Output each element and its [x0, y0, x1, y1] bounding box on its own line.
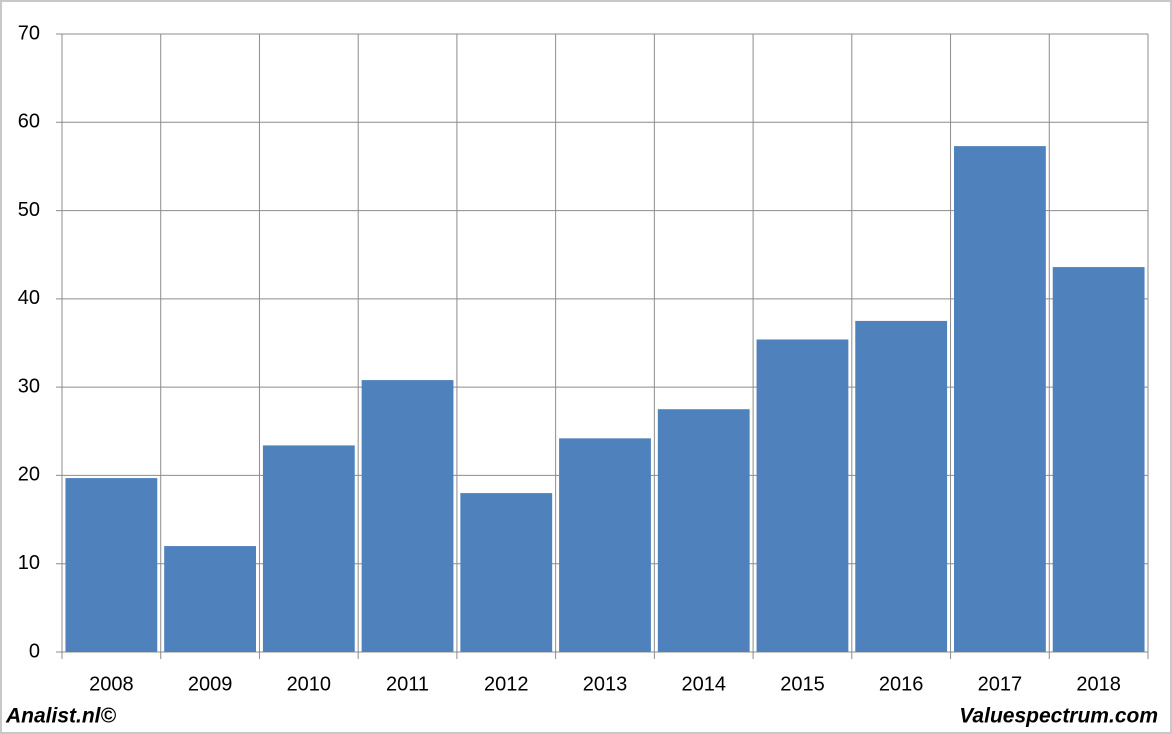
bar	[657, 409, 750, 652]
y-tick-label: 0	[29, 640, 40, 662]
y-tick-label: 20	[18, 464, 40, 486]
x-tick-label: 2018	[1076, 673, 1121, 695]
x-tick-label: 2016	[879, 673, 924, 695]
bar	[855, 320, 948, 652]
footer-right: Valuespectrum.com	[959, 705, 1158, 728]
bar	[1052, 267, 1145, 652]
x-tick-label: 2010	[287, 673, 332, 695]
footer-left: Analist.nl©	[5, 705, 117, 728]
bar	[756, 339, 849, 652]
x-tick-label: 2008	[89, 673, 134, 695]
bar	[361, 380, 454, 652]
x-tick-label: 2013	[583, 673, 628, 695]
bar	[954, 146, 1046, 652]
y-tick-label: 50	[18, 199, 40, 221]
x-tick-label: 2014	[681, 673, 726, 695]
bar	[559, 438, 651, 652]
y-tick-label: 60	[18, 111, 40, 133]
bar	[65, 478, 158, 652]
y-tick-label: 10	[18, 552, 40, 574]
y-tick-label: 70	[18, 22, 40, 44]
x-tick-label: 2009	[188, 673, 233, 695]
x-tick-label: 2017	[978, 673, 1023, 695]
y-tick-label: 30	[18, 375, 40, 397]
x-tick-label: 2012	[484, 673, 529, 695]
y-tick-label: 40	[18, 287, 40, 309]
x-tick-label: 2015	[780, 673, 825, 695]
bar	[262, 445, 355, 652]
bar	[460, 493, 553, 652]
bar	[164, 546, 256, 652]
x-tick-label: 2011	[386, 673, 429, 695]
